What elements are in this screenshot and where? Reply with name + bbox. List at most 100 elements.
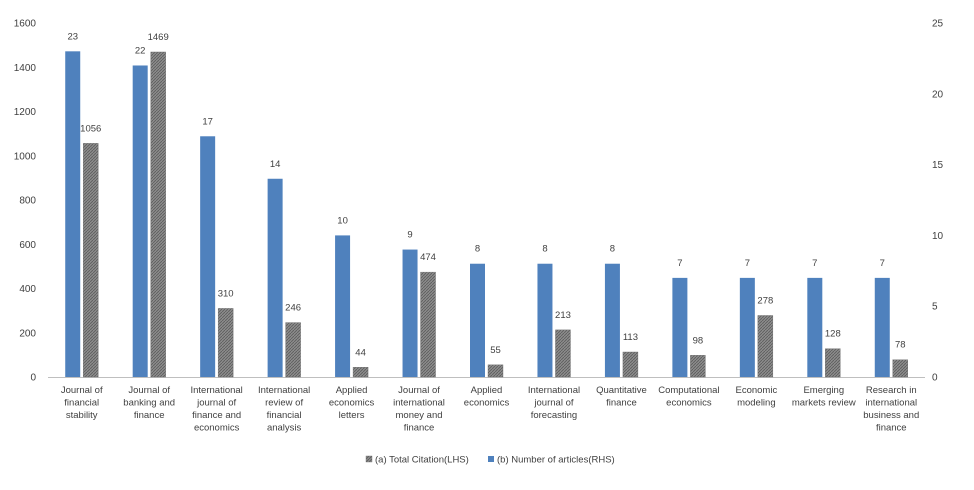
citations-bar [285, 322, 301, 378]
category-label: journal of [533, 398, 573, 409]
articles-bar [267, 178, 283, 377]
category-label: finance and [192, 410, 241, 421]
category-label: Research in [866, 385, 917, 396]
y-left-tick-label: 1200 [14, 107, 37, 118]
category-label: finance [876, 423, 907, 434]
citations-data-label: 310 [218, 288, 234, 299]
y-right-tick-label: 25 [932, 19, 944, 30]
category-label: Journal of [61, 385, 103, 396]
category-label: money and [396, 410, 443, 421]
citations-bar [487, 364, 504, 378]
articles-data-label: 7 [745, 258, 750, 269]
articles-data-label: 22 [135, 45, 146, 56]
category-label: International [528, 385, 580, 396]
articles-data-label: 7 [812, 258, 817, 269]
category-label: analysis [267, 423, 302, 434]
y-left-tick-label: 1400 [14, 63, 37, 74]
category-label: financial [267, 410, 302, 421]
category-label: modeling [737, 398, 776, 409]
y-left-tick-label: 800 [19, 196, 36, 207]
y-right-tick-label: 20 [932, 89, 944, 100]
category-label: economics [194, 423, 240, 434]
y-right-tick-label: 10 [932, 231, 944, 242]
category-label: international [865, 398, 917, 409]
category-label: Economic [735, 385, 777, 396]
articles-bar [200, 136, 216, 377]
category-label: Applied [471, 385, 503, 396]
articles-data-label: 8 [610, 244, 615, 255]
citations-data-label: 78 [895, 340, 906, 351]
citations-data-label: 213 [555, 310, 571, 321]
category-label: Emerging [803, 385, 844, 396]
citations-data-label: 113 [623, 332, 638, 343]
articles-data-label: 7 [880, 258, 885, 269]
articles-bar [604, 263, 620, 377]
category-label: banking and [123, 398, 175, 409]
articles-data-label: 10 [337, 215, 348, 226]
articles-data-label: 17 [202, 116, 213, 127]
citations-bar [757, 315, 774, 378]
citations-bar [83, 143, 99, 378]
y-left-tick-label: 600 [19, 240, 36, 251]
citations-bar [892, 359, 908, 378]
citations-bar [690, 355, 706, 378]
category-label: economics [464, 398, 510, 409]
articles-bar [672, 277, 688, 377]
y-right-tick-label: 15 [932, 160, 944, 171]
citations-bar [622, 351, 639, 378]
citations-data-label: 246 [285, 303, 301, 314]
articles-bar [65, 51, 81, 377]
y-right-tick-label: 5 [932, 302, 938, 313]
axes-group: 0 200 400 600 800 1000 1200 1400 1600 0 5 10 15 20 25 [14, 19, 944, 384]
articles-bar [874, 277, 890, 377]
articles-bar [335, 235, 351, 377]
citations-bar [555, 329, 571, 378]
legend-label-citations: (a) Total Citation(LHS) [375, 455, 469, 466]
category-label: economics [666, 398, 712, 409]
citations-bar [420, 271, 436, 378]
articles-bar [402, 249, 418, 377]
category-label: journal of [196, 398, 236, 409]
articles-data-label: 23 [67, 31, 78, 42]
category-label: letters [339, 410, 365, 421]
citations-data-label: 98 [693, 335, 704, 346]
category-label: review of [265, 398, 303, 409]
y-left-tick-label: 0 [30, 373, 36, 384]
articles-bar [132, 65, 148, 377]
category-label: Journal of [128, 385, 170, 396]
citations-bar [150, 51, 166, 378]
citations-data-label: 55 [490, 345, 501, 356]
category-label: International [258, 385, 310, 396]
articles-bar [470, 263, 485, 377]
category-label: forecasting [531, 410, 577, 421]
category-label: Quantitative [596, 385, 647, 396]
legend-label-articles: (b) Number of articles(RHS) [497, 455, 615, 466]
category-label: international [393, 398, 445, 409]
citations-data-label: 474 [420, 252, 436, 263]
legend: (a) Total Citation(LHS) (b) Number of art… [365, 455, 615, 466]
category-label: Applied [336, 385, 368, 396]
y-left-tick-label: 400 [19, 284, 36, 295]
citations-bar [217, 308, 234, 378]
articles-data-label: 14 [270, 159, 281, 170]
y-left-tick-label: 1600 [14, 19, 37, 30]
category-label: Computational [658, 385, 719, 396]
articles-data-label: 8 [542, 244, 547, 255]
legend-swatch-citations [365, 455, 373, 463]
y-left-tick-label: 1000 [14, 151, 37, 162]
articles-bar [537, 263, 553, 377]
category-label: markets review [792, 398, 856, 409]
legend-swatch-articles [488, 456, 494, 462]
y-left-tick-label: 200 [19, 328, 36, 339]
citations-data-label: 1056 [80, 123, 101, 134]
articles-data-label: 7 [677, 258, 682, 269]
citations-data-label: 128 [825, 329, 841, 340]
category-label: finance [134, 410, 165, 421]
category-label: International [191, 385, 243, 396]
citations-data-label: 278 [757, 295, 773, 306]
category-label: financial [64, 398, 99, 409]
articles-data-label: 9 [407, 230, 412, 241]
